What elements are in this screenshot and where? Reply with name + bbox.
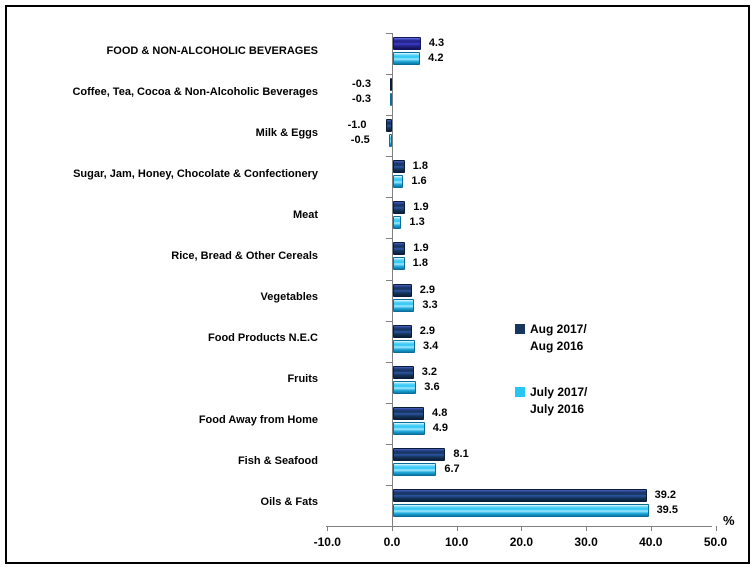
value-label: 1.8	[412, 160, 428, 173]
value-label: 39.5	[656, 503, 678, 516]
bar-july	[393, 380, 417, 394]
x-axis-tick-label: 50.0	[703, 535, 728, 549]
bar-july	[393, 339, 415, 353]
category-label: Fish & Seafood	[237, 455, 318, 468]
value-label: 3.2	[421, 365, 437, 378]
category-label: Fruits	[287, 373, 318, 386]
bar-aug	[385, 119, 392, 133]
x-axis-tick-label: 20.0	[509, 535, 534, 549]
value-label: 1.6	[411, 175, 427, 188]
bar-july	[393, 298, 415, 312]
bar-aug	[393, 365, 414, 379]
bar-aug	[393, 37, 421, 50]
bar-aug	[393, 242, 406, 256]
x-axis-tick-label: 10.0	[445, 535, 469, 549]
category-tick	[386, 74, 392, 75]
x-axis-tick	[650, 526, 652, 531]
category-label: Sugar, Jam, Honey, Chocolate & Confectio…	[73, 167, 318, 180]
value-label: 39.2	[654, 488, 677, 501]
bar-aug	[393, 160, 405, 174]
value-label: 8.1	[453, 447, 469, 460]
value-label: 2.9	[419, 283, 436, 296]
bar-july	[388, 134, 392, 148]
x-axis-tick	[715, 526, 717, 531]
bar-july	[393, 257, 405, 271]
value-label: 4.9	[432, 421, 448, 434]
x-axis-tick-label: -10.0	[313, 535, 341, 549]
chart-frame: FOOD & NON-ALCOHOLIC BEVERAGES Coffee, Te…	[5, 5, 750, 564]
bar-aug	[390, 78, 392, 92]
category-label: Rice, Bread & Other Cereals	[171, 249, 318, 262]
x-axis-tick	[521, 526, 523, 531]
legend-marker-aug	[515, 324, 525, 334]
category-tick	[386, 444, 392, 445]
bar-july	[393, 503, 649, 517]
category-tick	[386, 197, 392, 198]
bar-july	[393, 462, 437, 476]
value-label: 3.4	[422, 339, 439, 352]
category-label: Vegetables	[260, 291, 318, 303]
value-label: 3.3	[422, 298, 438, 311]
bar-july	[393, 175, 404, 189]
value-label: 2.9	[419, 324, 436, 337]
category-label: FOOD & NON-ALCOHOLIC BEVERAGES	[106, 44, 318, 57]
value-label: 1.9	[413, 242, 429, 255]
category-tick	[386, 156, 392, 157]
legend-label: July 2017/ July 2016	[530, 385, 588, 416]
category-label: Coffee, Tea, Cocoa & Non-Alcoholic Bever…	[72, 85, 318, 98]
bar-aug	[393, 406, 425, 420]
category-tick	[386, 115, 392, 116]
category-tick	[386, 321, 392, 322]
legend-entry: Aug 2017/ Aug 2016	[515, 321, 587, 355]
x-axis-tick	[392, 526, 393, 531]
category-label: Food Away from Home	[198, 414, 318, 427]
value-label: -0.5	[350, 134, 370, 147]
bar-aug	[393, 201, 406, 215]
x-axis-tick	[586, 526, 588, 531]
category-tick	[386, 403, 392, 404]
legend-label: Aug 2017/ Aug 2016	[530, 322, 587, 353]
bar-aug	[393, 447, 446, 461]
category-label: Food Products N.E.C	[208, 332, 318, 345]
value-label: 6.7	[444, 462, 460, 475]
bar-july	[393, 52, 421, 65]
value-label: 1.3	[409, 216, 425, 229]
value-label: 1.8	[412, 257, 428, 270]
bar-aug	[393, 488, 647, 502]
value-label: 4.8	[432, 406, 448, 419]
legend-marker-july	[515, 387, 525, 397]
x-axis-tick	[327, 526, 329, 531]
category-label: Oils & Fats	[260, 496, 318, 509]
value-label: -1.0	[347, 119, 367, 132]
legend-entry: July 2017/ July 2016	[515, 384, 587, 418]
x-axis-tick-label: 40.0	[639, 535, 663, 549]
category-tick	[386, 485, 392, 486]
zero-baseline	[392, 33, 393, 526]
x-axis-line	[326, 526, 713, 527]
value-label: 1.9	[413, 201, 429, 214]
value-label: -0.3	[352, 93, 371, 106]
category-tick	[386, 238, 392, 239]
bar-july	[393, 216, 402, 230]
value-label: 4.3	[428, 37, 445, 49]
category-label: Milk & Eggs	[255, 126, 318, 139]
bar-aug	[393, 283, 412, 297]
x-axis-tick-label: 30.0	[574, 535, 598, 549]
category-tick	[386, 33, 392, 34]
bar-july	[393, 421, 425, 435]
bar-chart: FOOD & NON-ALCOHOLIC BEVERAGES Coffee, Te…	[7, 7, 748, 562]
value-label: 3.6	[424, 380, 440, 393]
bar-aug	[393, 324, 412, 338]
category-tick	[386, 362, 392, 363]
category-label: Meat	[292, 208, 318, 221]
x-axis-unit-label: %	[723, 513, 735, 528]
bar-july	[390, 93, 392, 107]
value-label: -0.3	[352, 78, 371, 91]
value-label: 4.2	[428, 52, 444, 64]
x-axis-tick-label: 0.0	[383, 535, 401, 549]
x-axis-tick	[456, 526, 458, 531]
category-tick	[386, 280, 392, 281]
